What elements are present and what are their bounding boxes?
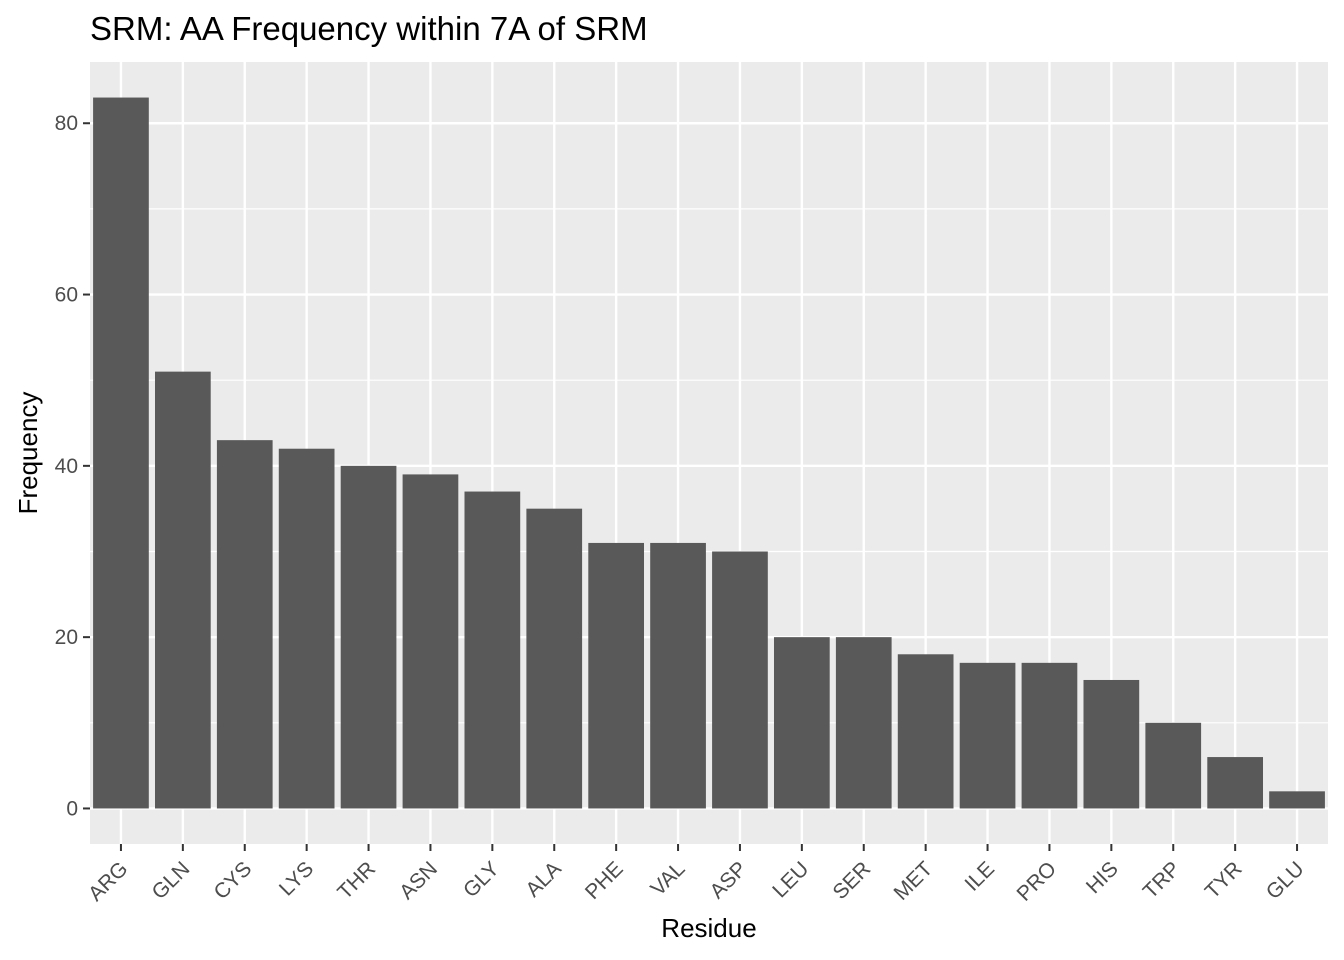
- bar-glu: [1269, 791, 1325, 809]
- x-tick-label: ALA: [521, 857, 565, 901]
- x-tick-label: ILE: [961, 857, 1000, 896]
- y-tick-label: 60: [55, 284, 78, 307]
- bar-gly: [464, 491, 521, 809]
- bar-tyr: [1207, 757, 1264, 809]
- x-axis: ARG GLN CYS LYS THR ASN GLY ALA PHE VAL ASP LEU SER M…: [84, 844, 1309, 906]
- bar-ser: [835, 637, 892, 809]
- bar-phe: [588, 542, 645, 809]
- bar-pro: [1021, 662, 1078, 809]
- bar-arg: [93, 97, 149, 809]
- x-tick-label: LYS: [275, 857, 318, 900]
- x-tick-label: TRP: [1139, 857, 1185, 903]
- bar-met: [897, 654, 954, 809]
- bar-leu: [773, 637, 830, 809]
- x-tick-label: ASP: [706, 857, 752, 903]
- x-tick-label: GLY: [459, 857, 504, 902]
- bar-lys: [278, 448, 335, 809]
- x-tick-label: VAL: [646, 857, 689, 900]
- plot-panel: [90, 62, 1328, 844]
- x-tick-label: PRO: [1013, 857, 1061, 905]
- bars: [93, 97, 1325, 809]
- x-tick-label: CYS: [209, 857, 256, 904]
- y-tick-label: 20: [55, 626, 78, 649]
- x-tick-label: LEU: [768, 857, 813, 902]
- x-tick-label: THR: [333, 857, 380, 904]
- bar-asp: [712, 551, 768, 809]
- x-tick-label: SER: [828, 857, 875, 904]
- bar-val: [650, 542, 706, 809]
- x-tick-label: PHE: [581, 857, 628, 904]
- bar-cys: [216, 440, 273, 809]
- x-tick-label: HIS: [1082, 857, 1123, 898]
- bar-trp: [1145, 722, 1202, 809]
- x-tick-label: ARG: [84, 857, 132, 905]
- x-tick-label: MET: [890, 857, 938, 905]
- bar-thr: [340, 465, 397, 809]
- x-tick-label: TYR: [1201, 857, 1247, 903]
- x-tick-label: ASN: [395, 857, 442, 904]
- x-axis-title: Residue: [661, 913, 756, 943]
- y-tick-label: 40: [55, 455, 78, 478]
- x-tick-label: GLN: [148, 857, 195, 904]
- bar-gln: [154, 371, 211, 809]
- y-axis: 0 20 40 60 80: [55, 112, 90, 820]
- bar-his: [1083, 679, 1140, 809]
- bar-ala: [526, 508, 583, 809]
- chart-title: SRM: AA Frequency within 7A of SRM: [90, 10, 648, 47]
- x-tick-label: GLU: [1262, 857, 1309, 904]
- bar-asn: [402, 474, 459, 809]
- y-axis-title: Frequency: [13, 392, 43, 515]
- y-tick-label: 0: [66, 797, 78, 820]
- y-tick-label: 80: [55, 112, 78, 135]
- bar-ile: [959, 662, 1016, 809]
